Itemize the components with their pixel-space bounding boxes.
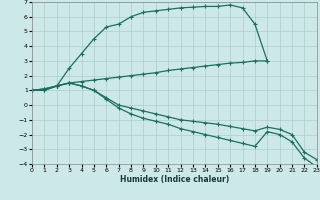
X-axis label: Humidex (Indice chaleur): Humidex (Indice chaleur) — [120, 175, 229, 184]
